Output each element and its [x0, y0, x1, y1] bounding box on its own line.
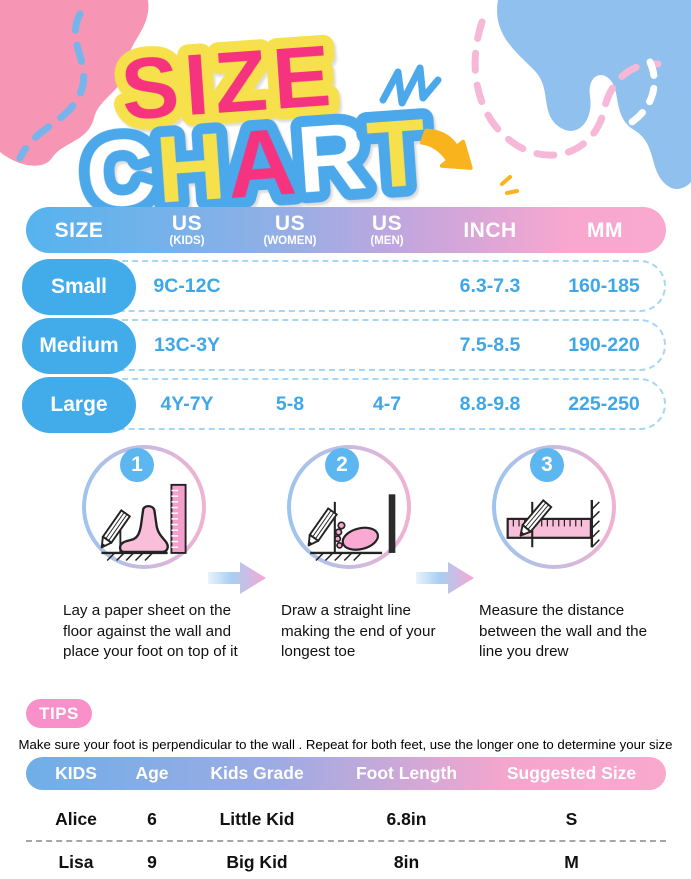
size-table: SIZE US (KIDS) US (WOMEN) US (MEN) INCH … — [22, 207, 666, 433]
col-label: SIZE — [54, 218, 104, 242]
col-us-men: US (MEN) — [338, 213, 436, 248]
step-1-circle: 1 — [82, 445, 206, 569]
yellow-arrow-icon — [419, 128, 473, 170]
size-table-header: SIZE US (KIDS) US (WOMEN) US (MEN) INCH … — [26, 207, 666, 253]
title-letter: A — [223, 108, 301, 215]
pencil-icon — [519, 499, 553, 537]
blue-squiggle-icon — [379, 64, 442, 107]
step-arrow-icon — [416, 562, 474, 594]
kids-table-header: KIDS Age Kids Grade Foot Length Suggeste… — [26, 757, 666, 790]
step-1-text: Lay a paper sheet on the floor against t… — [63, 602, 238, 661]
col-us-women: US (WOMEN) — [242, 213, 338, 248]
step-number-badge: 3 — [530, 448, 564, 482]
col-label: MM — [587, 218, 623, 242]
step-number-badge: 1 — [120, 448, 154, 482]
table-row-medium: Medium 13C-3Y 7.5-8.5 190-220 — [22, 318, 666, 374]
col-age: Age — [135, 763, 169, 783]
col-suggested-size: Suggested Size — [506, 763, 637, 783]
tips-text: Make sure your foot is perpendicular to … — [18, 737, 673, 752]
cell-inch: 7.5-8.5 — [459, 333, 521, 356]
col-label: US — [274, 211, 306, 235]
cell-mm: 190-220 — [568, 333, 640, 356]
title-word-size: SIZE — [118, 28, 339, 139]
cell-grade: Big Kid — [226, 851, 288, 872]
cell-age: 9 — [147, 851, 157, 872]
size-badge: Small — [22, 259, 136, 315]
measure-foot-wall-icon — [100, 483, 187, 562]
cell-foot-length: 8in — [393, 851, 420, 872]
cell-mm: 160-185 — [568, 274, 640, 297]
step-number-badge: 2 — [325, 448, 359, 482]
cell-us-kids: 9C-12C — [153, 274, 221, 297]
cell-name: Alice — [55, 808, 97, 829]
cell-us-kids: 4Y-7Y — [160, 392, 214, 415]
cell-suggested-size: S — [565, 808, 578, 829]
step-3-circle: 3 — [492, 445, 616, 569]
pencil-icon — [100, 509, 132, 549]
size-badge: Large — [22, 377, 136, 433]
table-row-alice: Alice 6 Little Kid 6.8in S — [26, 805, 666, 833]
col-label: US — [371, 211, 403, 235]
cell-foot-length: 6.8in — [386, 808, 427, 829]
cell-name: Lisa — [58, 851, 94, 872]
cell-suggested-size: M — [564, 851, 579, 872]
cell-inch: 8.8-9.8 — [459, 392, 521, 415]
tips-badge: TIPS — [26, 699, 92, 728]
title-letter: H — [153, 113, 231, 215]
col-sublabel: (WOMEN) — [263, 234, 317, 247]
cell-age: 6 — [147, 808, 157, 829]
cell-mm: 225-250 — [568, 392, 640, 415]
col-us-kids: US (KIDS) — [132, 213, 242, 248]
cell-inch: 6.3-7.3 — [459, 274, 521, 297]
arrow-tick-decoration — [500, 175, 512, 186]
cell-grade: Little Kid — [219, 808, 295, 829]
col-foot-length: Foot Length — [355, 763, 458, 783]
cell-us-men: 4-7 — [372, 392, 402, 415]
col-sublabel: (KIDS) — [169, 234, 205, 247]
col-size: SIZE — [26, 220, 132, 241]
table-row-lisa: Lisa 9 Big Kid 8in M — [26, 848, 666, 876]
col-kids: KIDS — [55, 763, 97, 783]
cell-us-women: 5-8 — [275, 392, 305, 415]
measure-distance-ruler-icon — [506, 499, 600, 548]
draw-line-footprint-icon — [307, 494, 396, 562]
col-kids-grade: Kids Grade — [210, 763, 304, 783]
step-3-text: Measure the distance between the wall an… — [479, 602, 648, 661]
step-2-circle: 2 — [287, 445, 411, 569]
col-label: US — [171, 211, 203, 235]
col-mm: MM — [544, 220, 666, 241]
table-row-small: Small 9C-12C 6.3-7.3 160-185 — [22, 259, 666, 315]
kids-size-table: KIDS Age Kids Grade Foot Length Suggeste… — [26, 757, 666, 876]
size-badge: Medium — [22, 318, 136, 374]
size-chart-title: SIZE CHART — [71, 17, 519, 215]
pencil-icon — [307, 507, 339, 547]
table-row-large: Large 4Y-7Y 5-8 4-7 8.8-9.8 225-250 — [22, 377, 666, 433]
step-2-text: Draw a straight line making the end of y… — [281, 602, 436, 661]
col-sublabel: (MEN) — [370, 234, 404, 247]
title-letter: C — [82, 118, 160, 215]
row-divider — [26, 840, 666, 842]
col-inch: INCH — [436, 220, 544, 241]
cell-us-kids: 13C-3Y — [153, 333, 221, 356]
title-letter: T — [364, 99, 431, 209]
title-letter: R — [294, 103, 372, 214]
arrow-tick-decoration — [505, 189, 519, 195]
col-label: INCH — [463, 218, 517, 242]
step-arrow-icon — [208, 562, 266, 594]
